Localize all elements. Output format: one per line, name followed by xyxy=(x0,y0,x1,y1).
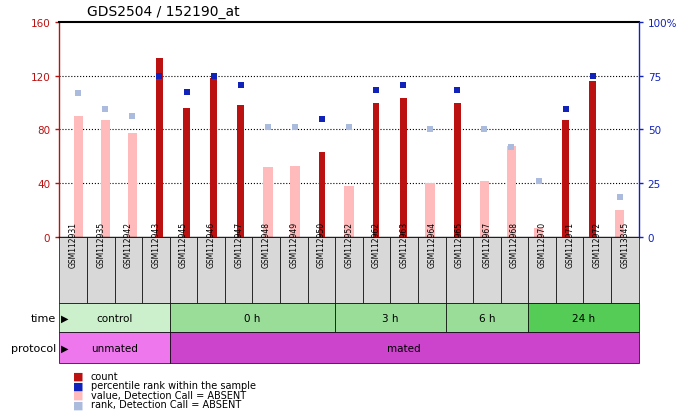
Bar xyxy=(562,121,569,237)
Text: mated: mated xyxy=(387,343,421,353)
Bar xyxy=(318,153,325,237)
Text: GSM112946: GSM112946 xyxy=(207,221,216,267)
Text: GSM112950: GSM112950 xyxy=(317,221,326,267)
Text: GSM112947: GSM112947 xyxy=(234,221,243,267)
Text: 6 h: 6 h xyxy=(479,313,495,323)
Bar xyxy=(400,99,406,237)
Text: time: time xyxy=(31,313,56,323)
Bar xyxy=(534,228,543,237)
Bar xyxy=(290,166,299,237)
Bar xyxy=(373,103,380,237)
Text: GSM112963: GSM112963 xyxy=(400,221,408,267)
Text: GSM112970: GSM112970 xyxy=(537,221,547,267)
Bar xyxy=(480,181,489,237)
Text: GSM112945: GSM112945 xyxy=(179,221,188,267)
Text: percentile rank within the sample: percentile rank within the sample xyxy=(91,380,255,390)
Text: GSM112968: GSM112968 xyxy=(510,221,519,267)
Bar xyxy=(615,211,625,237)
Bar xyxy=(183,109,190,237)
Text: GSM112942: GSM112942 xyxy=(124,221,133,267)
Bar xyxy=(589,82,596,237)
Bar xyxy=(128,134,138,237)
Text: protocol: protocol xyxy=(10,343,56,353)
Text: GSM112972: GSM112972 xyxy=(593,221,602,267)
Text: GSM112949: GSM112949 xyxy=(290,221,298,267)
Bar xyxy=(210,79,217,237)
Text: GSM112964: GSM112964 xyxy=(427,221,436,267)
Text: 3 h: 3 h xyxy=(382,313,399,323)
Bar xyxy=(344,187,354,237)
Text: GSM112943: GSM112943 xyxy=(151,221,161,267)
Bar xyxy=(454,103,461,237)
Text: GSM112971: GSM112971 xyxy=(565,221,574,267)
Text: value, Detection Call = ABSENT: value, Detection Call = ABSENT xyxy=(91,390,246,400)
Text: GSM112962: GSM112962 xyxy=(372,221,381,267)
Text: GDS2504 / 152190_at: GDS2504 / 152190_at xyxy=(87,5,240,19)
Text: GSM112952: GSM112952 xyxy=(345,221,353,267)
Bar xyxy=(237,106,244,237)
Text: 0 h: 0 h xyxy=(244,313,260,323)
Text: ▶: ▶ xyxy=(61,313,68,323)
Text: GSM112931: GSM112931 xyxy=(68,221,77,267)
Bar xyxy=(426,184,435,237)
Text: ■: ■ xyxy=(73,390,84,400)
Text: 24 h: 24 h xyxy=(572,313,595,323)
Text: GSM112935: GSM112935 xyxy=(96,221,105,267)
Text: unmated: unmated xyxy=(91,343,138,353)
Text: GSM112948: GSM112948 xyxy=(262,221,271,267)
Text: ■: ■ xyxy=(73,399,84,409)
Text: rank, Detection Call = ABSENT: rank, Detection Call = ABSENT xyxy=(91,399,241,409)
Text: GSM113345: GSM113345 xyxy=(621,221,630,267)
Text: GSM112967: GSM112967 xyxy=(482,221,491,267)
Bar xyxy=(73,116,83,237)
Bar xyxy=(101,121,110,237)
Text: ▶: ▶ xyxy=(61,343,68,353)
Bar xyxy=(156,59,163,237)
Text: ■: ■ xyxy=(73,380,84,390)
Text: count: count xyxy=(91,371,119,381)
Text: GSM112965: GSM112965 xyxy=(455,221,464,267)
Bar xyxy=(507,146,516,237)
Text: control: control xyxy=(96,313,133,323)
Bar xyxy=(263,168,272,237)
Text: ■: ■ xyxy=(73,371,84,381)
